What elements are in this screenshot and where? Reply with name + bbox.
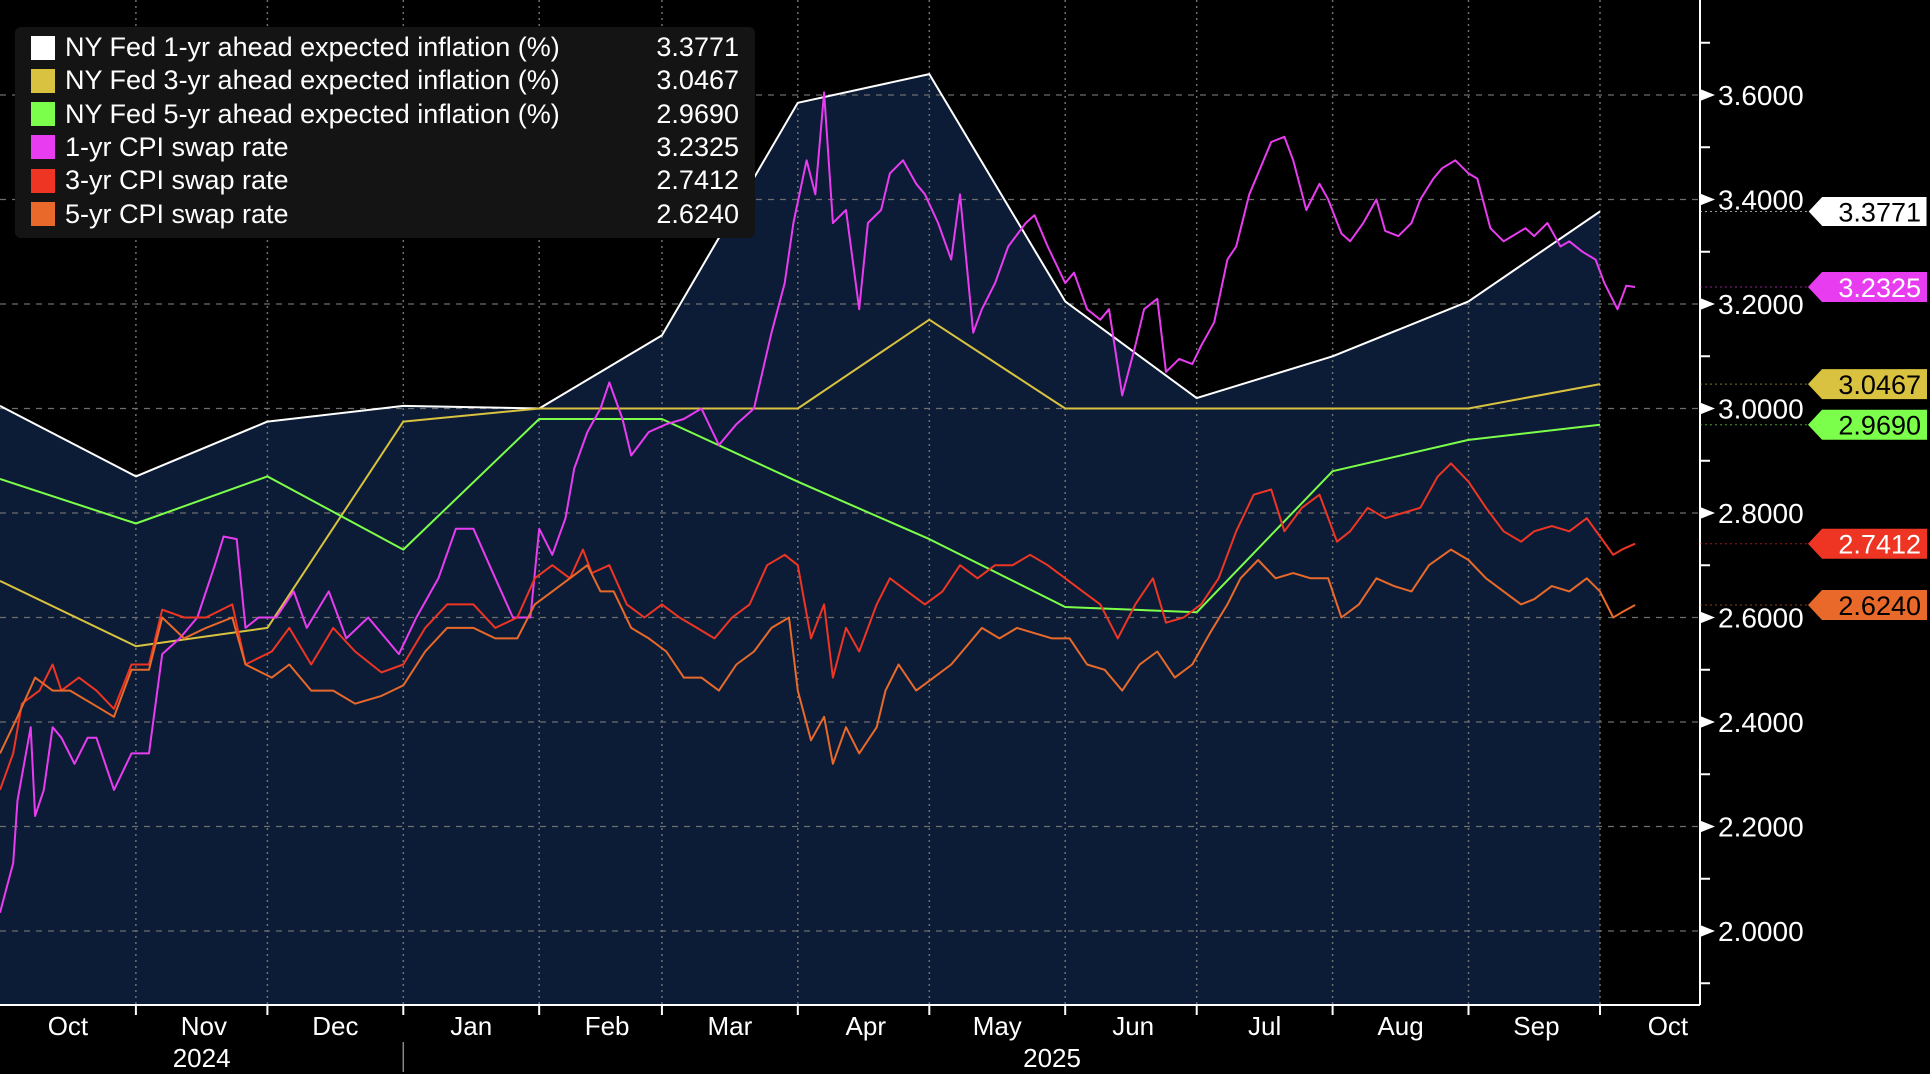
y-tick-marker bbox=[1700, 89, 1715, 101]
legend-swatch bbox=[31, 168, 55, 193]
y-tick-label: 2.6000 bbox=[1718, 603, 1804, 634]
legend-item: 3-yr CPI swap rate 2.7412 bbox=[31, 164, 739, 197]
legend-label: 5-yr CPI swap rate bbox=[65, 198, 289, 229]
y-tick-label: 3.6000 bbox=[1718, 80, 1804, 111]
legend-value: 2.6240 bbox=[656, 198, 739, 229]
y-tick-label: 3.2000 bbox=[1718, 289, 1804, 320]
legend-item: 1-yr CPI swap rate 3.2325 bbox=[31, 131, 739, 164]
last-value-tag-1 bbox=[1807, 195, 1928, 227]
y-tick-label: 3.0000 bbox=[1718, 394, 1804, 425]
x-tick-label: Mar bbox=[707, 1011, 752, 1041]
y-tick-marker bbox=[1700, 402, 1715, 415]
x-tick-label: Nov bbox=[181, 1011, 227, 1041]
legend-value: 3.2325 bbox=[656, 131, 739, 162]
legend-label: 1-yr CPI swap rate bbox=[65, 131, 289, 162]
legend-label: 3-yr CPI swap rate bbox=[65, 165, 289, 196]
x-tick-label: Jun bbox=[1112, 1011, 1154, 1041]
legend-swatch bbox=[31, 68, 55, 93]
legend-item: NY Fed 5-yr ahead expected inflation (%)… bbox=[31, 98, 739, 131]
x-tick-label: May bbox=[973, 1011, 1022, 1041]
area-fill-layer bbox=[0, 74, 1600, 1006]
legend-item: NY Fed 1-yr ahead expected inflation (%)… bbox=[31, 31, 739, 64]
legend-item: 5-yr CPI swap rate 2.6240 bbox=[31, 198, 739, 231]
last-value-label-3: 2.9690 bbox=[1838, 411, 1921, 441]
y-tick-label: 2.4000 bbox=[1718, 707, 1804, 738]
series-layer bbox=[0, 73, 1636, 913]
x-tick-label: Jul bbox=[1248, 1011, 1281, 1041]
legend-label: NY Fed 1-yr ahead expected inflation (%) bbox=[65, 32, 560, 62]
legend-item: NY Fed 3-yr ahead expected inflation (%)… bbox=[31, 64, 739, 97]
legend-value: 2.7412 bbox=[656, 165, 739, 196]
x-year-label: 2024 bbox=[173, 1043, 231, 1073]
legend-label: NY Fed 5-yr ahead expected inflation (%) bbox=[65, 98, 560, 129]
last-value-tags: 3.3771 3.0467 2.9690 3.2325 2.7412 2.6240 bbox=[1700, 195, 1928, 621]
last-value-tag-3 bbox=[1808, 409, 1927, 440]
legend-value: 3.3771 bbox=[656, 32, 739, 62]
y-tick-marker bbox=[1700, 925, 1715, 937]
axis-layer: 2.0000 2.2000 2.4000 2.6000 2.8000 3.0000 3.20… bbox=[0, 0, 1804, 1073]
y-tick-label: 2.8000 bbox=[1718, 498, 1804, 529]
y-tick-label: 3.4000 bbox=[1718, 185, 1804, 216]
x-tick-label: Apr bbox=[846, 1011, 887, 1041]
y-tick-marker bbox=[1700, 507, 1715, 519]
x-tick-label: Oct bbox=[48, 1011, 89, 1041]
x-tick-label: Feb bbox=[585, 1011, 630, 1041]
legend-swatch bbox=[31, 202, 55, 226]
area-fill bbox=[0, 74, 1600, 1006]
y-tick-label: 2.0000 bbox=[1718, 916, 1804, 947]
series-line-2 bbox=[0, 318, 1601, 648]
x-tick-label: Oct bbox=[1648, 1011, 1689, 1041]
last-value-tag-5 bbox=[1808, 528, 1927, 559]
legend-label: NY Fed 3-yr ahead expected inflation (%) bbox=[65, 65, 560, 96]
last-value-label-5: 2.7412 bbox=[1838, 530, 1921, 560]
y-tick-marker bbox=[1700, 193, 1715, 206]
legend-value: 3.0467 bbox=[656, 65, 739, 96]
last-value-tag-4 bbox=[1808, 272, 1927, 303]
series-line-4 bbox=[0, 91, 1636, 913]
y-tick-marker bbox=[1700, 716, 1715, 728]
last-value-tag-6 bbox=[1808, 589, 1927, 620]
last-value-label-1: 3.3771 bbox=[1838, 197, 1921, 227]
legend-swatch bbox=[31, 102, 55, 127]
legend-value: 2.9690 bbox=[656, 98, 739, 129]
x-tick-label: Jan bbox=[450, 1011, 492, 1041]
last-value-label-4: 3.2325 bbox=[1838, 273, 1921, 303]
x-tick-label: Sep bbox=[1513, 1011, 1559, 1041]
x-tick-label: Dec bbox=[312, 1011, 358, 1041]
last-value-tag-2 bbox=[1808, 369, 1927, 400]
y-tick-marker bbox=[1700, 820, 1715, 833]
y-tick-marker bbox=[1700, 298, 1715, 310]
series-line-6 bbox=[0, 548, 1636, 765]
legend-swatch bbox=[31, 135, 55, 160]
legend: NY Fed 1-yr ahead expected inflation (%)… bbox=[15, 27, 755, 238]
legend-swatch bbox=[31, 35, 55, 60]
y-tick-marker bbox=[1700, 611, 1715, 624]
last-value-label-6: 2.6240 bbox=[1838, 591, 1921, 621]
y-tick-label: 2.2000 bbox=[1718, 812, 1804, 843]
series-line-5 bbox=[0, 462, 1636, 791]
last-value-label-2: 3.0467 bbox=[1838, 370, 1921, 400]
series-line-3 bbox=[0, 418, 1601, 614]
x-tick-label: Aug bbox=[1377, 1011, 1423, 1041]
x-year-label: 2025 bbox=[1023, 1043, 1081, 1073]
series-line-1 bbox=[0, 73, 1601, 478]
